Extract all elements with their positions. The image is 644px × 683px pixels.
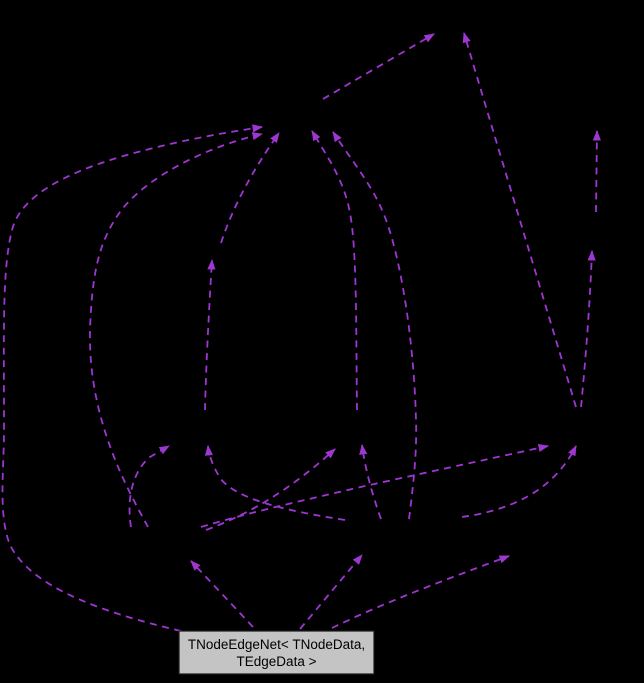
edge-center-to-hub [311,130,358,411]
main-node-label-line2: TEdgeData > [237,654,317,669]
edge-box-left-outer-to-hub [1,124,263,632]
main-node-label-line1: TNodeEdgeNet< TNodeData, [188,637,365,652]
edge-bottommid-to-hub [332,131,418,520]
edge-bottomleft-to-center [205,448,336,531]
edge-midleft-to-hub [220,132,280,244]
edge-leftcenter-to-midleft [204,259,216,411]
edge-midright-to-rightmid [580,250,596,408]
edge-box-to-bottomleft-node [190,560,254,628]
main-node-box [178,630,375,675]
edge-hub-to-topnode [322,33,435,100]
edge-bottomleft-inner-to-hub [89,132,263,528]
edge-bottomleft-to-leftcenter [128,445,170,528]
main-node: TNodeEdgeNet< TNodeData, TEdgeData > [178,630,375,675]
edge-bottommid-to-center [359,444,382,520]
edge-rightmid-to-righttop [592,130,601,213]
edge-bottommid-to-midright-bottom [461,445,577,518]
edge-midright-to-topnode [462,32,577,408]
edge-bottommid-to-leftcenter [204,445,346,521]
edge-box-to-bottomright-node [331,555,510,629]
edges-layer [1,32,601,632]
edge-bottomleft-to-midright-left [200,444,549,528]
edge-box-to-bottommid-node [299,554,363,630]
